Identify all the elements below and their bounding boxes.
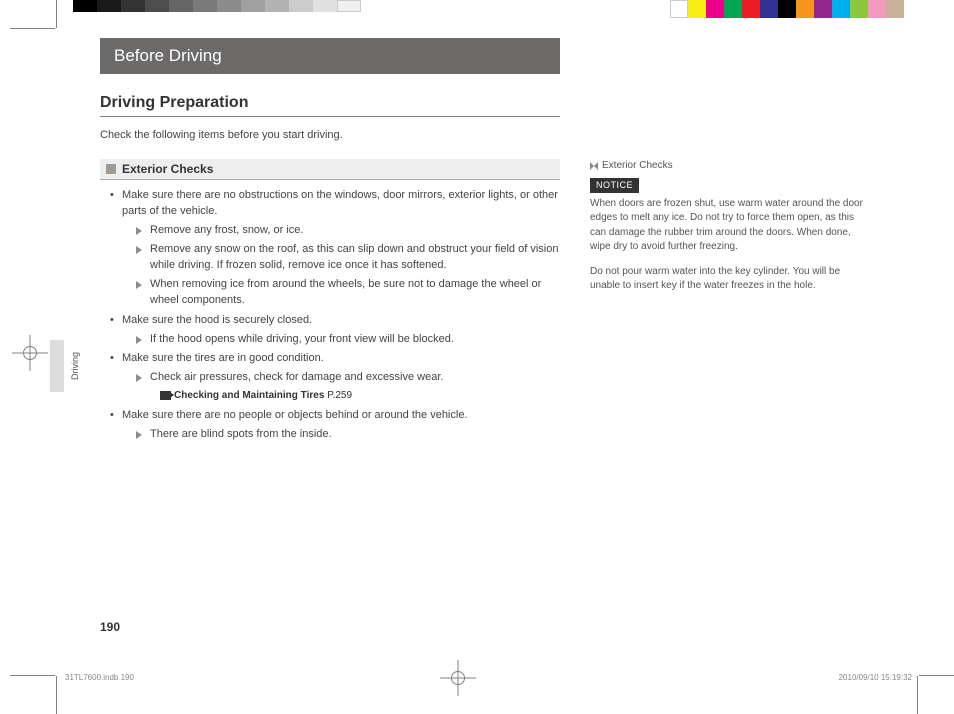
chevron-icon — [590, 162, 598, 170]
arrow-list: Remove any frost, snow, or ice. Remove an… — [122, 223, 560, 309]
subsection-title: Exterior Checks — [122, 162, 213, 176]
swatch — [688, 0, 706, 18]
swatch — [850, 0, 868, 18]
swatch — [886, 0, 904, 18]
swatch — [706, 0, 724, 18]
bullet-text: Make sure the hood is securely closed. — [122, 314, 312, 326]
arrow-list: There are blind spots from the inside. — [122, 427, 560, 443]
main-column: Exterior Checks Make sure there are no o… — [100, 159, 560, 447]
arrow-item: When removing ice from around the wheels… — [136, 277, 560, 309]
arrow-item: Remove any frost, snow, or ice. — [136, 223, 560, 239]
swatch — [724, 0, 742, 18]
swatch — [193, 0, 217, 12]
bullet-text: Make sure there are no people or objects… — [122, 409, 468, 421]
bullet-text: Make sure the tires are in good conditio… — [122, 352, 324, 364]
sidebar-para: When doors are frozen shut, use warm wat… — [590, 197, 870, 255]
chapter-bar: Before Driving — [100, 38, 560, 74]
subsection-bar: Exterior Checks — [100, 159, 560, 180]
link-icon — [160, 391, 171, 400]
square-bullet-icon — [106, 164, 116, 174]
edge-tab — [50, 340, 64, 392]
swatch — [241, 0, 265, 12]
bullet-item: Make sure the tires are in good conditio… — [110, 351, 560, 403]
notice-badge: NOTICE — [590, 178, 639, 193]
swatch — [868, 0, 886, 18]
swatch — [760, 0, 778, 18]
swatch — [265, 0, 289, 12]
bullet-item: Make sure there are no obstructions on t… — [110, 188, 560, 309]
swatch — [796, 0, 814, 18]
swatch — [742, 0, 760, 18]
crop-mark — [10, 675, 55, 676]
bullet-list: Make sure there are no obstructions on t… — [100, 188, 560, 443]
arrow-list: Check air pressures, check for damage an… — [122, 370, 560, 386]
swatch — [778, 0, 796, 18]
sidebar-heading-text: Exterior Checks — [602, 159, 673, 174]
swatch — [313, 0, 337, 12]
arrow-item: There are blind spots from the inside. — [136, 427, 560, 443]
sidebar-column: Exterior Checks NOTICE When doors are fr… — [590, 159, 870, 447]
grayscale-bar — [73, 0, 361, 12]
section-title: Driving Preparation — [100, 94, 560, 117]
crop-mark — [919, 675, 954, 676]
swatch — [73, 0, 97, 12]
xref-page: P.259 — [327, 390, 352, 401]
arrow-list: If the hood opens while driving, your fr… — [122, 332, 560, 348]
crop-mark — [10, 28, 55, 29]
swatch — [169, 0, 193, 12]
footer-file: 31TL7600.indb 190 — [65, 673, 134, 682]
bullet-text: Make sure there are no obstructions on t… — [122, 189, 558, 217]
xref-label: Checking and Maintaining Tires — [174, 390, 327, 401]
registration-mark — [12, 335, 48, 371]
swatch — [121, 0, 145, 12]
edge-tab-label: Driving — [70, 352, 80, 380]
swatch — [670, 0, 688, 18]
swatch — [337, 0, 361, 12]
crop-mark — [56, 676, 57, 714]
cmyk-bar — [670, 0, 904, 18]
arrow-item: Check air pressures, check for damage an… — [136, 370, 560, 386]
registration-mark — [440, 660, 476, 696]
sidebar-para: Do not pour warm water into the key cyli… — [590, 265, 870, 294]
footer-timestamp: 2010/09/10 15:19:32 — [839, 673, 912, 682]
swatch — [217, 0, 241, 12]
swatch — [145, 0, 169, 12]
bullet-item: Make sure there are no people or objects… — [110, 408, 560, 443]
swatch — [814, 0, 832, 18]
page-number: 190 — [100, 620, 120, 634]
swatch — [832, 0, 850, 18]
arrow-item: Remove any snow on the roof, as this can… — [136, 242, 560, 274]
crop-mark — [917, 676, 918, 714]
page-content: Before Driving Driving Preparation Check… — [100, 38, 904, 654]
sidebar-heading: Exterior Checks — [590, 159, 870, 174]
cross-reference: Checking and Maintaining Tires P.259 — [160, 389, 560, 404]
bullet-item: Make sure the hood is securely closed. If… — [110, 313, 560, 348]
swatch — [97, 0, 121, 12]
arrow-item: If the hood opens while driving, your fr… — [136, 332, 560, 348]
swatch — [289, 0, 313, 12]
intro-text: Check the following items before you sta… — [100, 129, 904, 141]
crop-mark — [56, 0, 57, 28]
